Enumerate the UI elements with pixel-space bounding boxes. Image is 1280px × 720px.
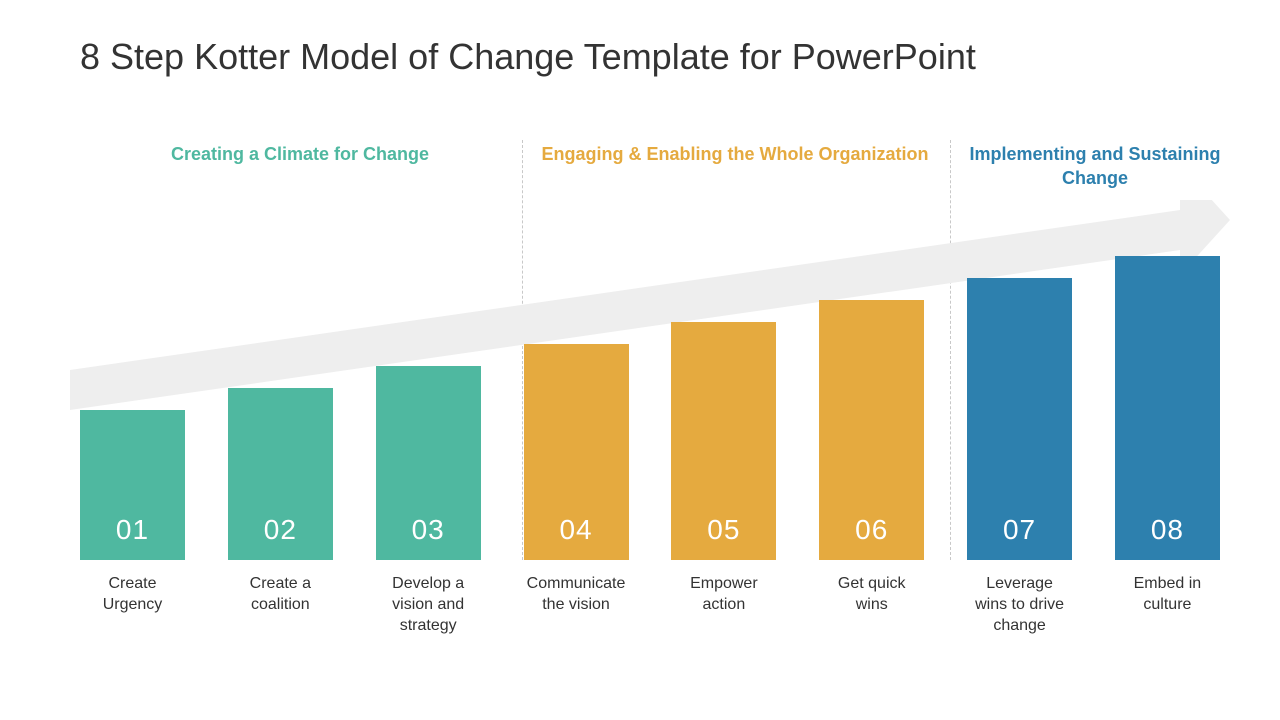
bar-label: Create a coalition [228, 574, 333, 636]
bar-number: 05 [707, 514, 740, 560]
bar-label: Leverage wins to drive change [967, 574, 1072, 636]
bar-label: Embed in culture [1115, 574, 1220, 636]
bar-06: 06 [819, 300, 924, 560]
bar-04: 04 [524, 344, 629, 560]
phase-label-3: Implementing and Sustaining Change [950, 142, 1240, 191]
bar-07: 07 [967, 278, 1072, 560]
bar-number: 03 [412, 514, 445, 560]
bar-03: 03 [376, 366, 481, 560]
bar-label: Develop a vision and strategy [376, 574, 481, 636]
phase-labels-row: Creating a Climate for Change Engaging &… [80, 142, 1240, 191]
bar-number: 07 [1003, 514, 1036, 560]
bar-01: 01 [80, 410, 185, 560]
bar-number: 08 [1151, 514, 1184, 560]
bar-05: 05 [671, 322, 776, 560]
phase-label-2: Engaging & Enabling the Whole Organizati… [520, 142, 950, 191]
bar-label: Get quick wins [819, 574, 924, 636]
bar-label: Empower action [671, 574, 776, 636]
page-title: 8 Step Kotter Model of Change Template f… [80, 36, 976, 78]
bar-label: Create Urgency [80, 574, 185, 636]
bar-number: 04 [559, 514, 592, 560]
bar-number: 02 [264, 514, 297, 560]
bar-number: 01 [116, 514, 149, 560]
bar-labels-row: Create Urgency Create a coalition Develo… [80, 574, 1220, 636]
bar-chart: 01 02 03 04 05 06 07 08 [80, 250, 1220, 560]
bar-label: Communicate the vision [524, 574, 629, 636]
phase-label-1: Creating a Climate for Change [80, 142, 520, 191]
bar-number: 06 [855, 514, 888, 560]
bar-08: 08 [1115, 256, 1220, 560]
bar-02: 02 [228, 388, 333, 560]
